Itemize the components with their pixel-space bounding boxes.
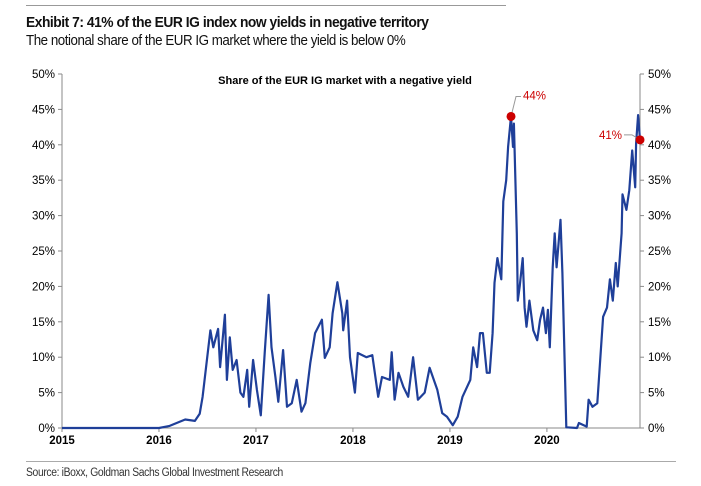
annotation-marker	[635, 135, 645, 145]
annotation-label: 44%	[523, 90, 546, 102]
x-tick-label: 2018	[340, 435, 366, 447]
left-y-tick-label: 45%	[32, 104, 55, 116]
left-y-tick-label: 0%	[38, 423, 55, 435]
left-y-tick-label: 25%	[32, 246, 55, 258]
right-y-tick-label: 35%	[648, 175, 671, 187]
left-y-tick-label: 10%	[32, 352, 55, 364]
x-tick-label: 2020	[534, 435, 560, 447]
right-y-tick-label: 40%	[648, 140, 671, 152]
series-line	[62, 114, 642, 430]
exhibit-subtitle: The notional share of the EUR IG market …	[26, 33, 406, 49]
right-y-tick-label: 30%	[648, 211, 671, 223]
left-y-tick-label: 20%	[32, 281, 55, 293]
x-tick-label: 2016	[146, 435, 172, 447]
right-y-tick-label: 15%	[648, 317, 671, 329]
left-y-tick-label: 15%	[32, 317, 55, 329]
left-y-tick-label: 5%	[38, 388, 55, 400]
x-tick-label: 2019	[437, 435, 463, 447]
left-y-tick-label: 50%	[32, 69, 55, 81]
right-y-tick-label: 45%	[648, 104, 671, 116]
annotation-label: 41%	[599, 130, 622, 142]
right-y-tick-label: 25%	[648, 246, 671, 258]
exhibit-title: Exhibit 7: 41% of the EUR IG index now y…	[26, 14, 429, 31]
annotation-marker	[506, 111, 516, 121]
right-y-tick-label: 50%	[648, 69, 671, 81]
annotation-leader-line	[510, 95, 522, 117]
left-y-tick-label: 40%	[32, 140, 55, 152]
chart-title: Share of the EUR IG market with a negati…	[218, 75, 472, 87]
right-y-tick-label: 20%	[648, 281, 671, 293]
left-y-tick-label: 30%	[32, 211, 55, 223]
right-y-tick-label: 0%	[648, 423, 665, 435]
right-y-tick-label: 10%	[648, 352, 671, 364]
x-tick-label: 2015	[49, 435, 75, 447]
source-note: Source: iBoxx, Goldman Sachs Global Inve…	[26, 467, 283, 479]
top-rule	[26, 5, 506, 6]
left-y-tick-label: 35%	[32, 175, 55, 187]
x-tick-label: 2017	[243, 435, 269, 447]
footer-rule	[26, 461, 676, 462]
right-y-tick-label: 5%	[648, 388, 665, 400]
